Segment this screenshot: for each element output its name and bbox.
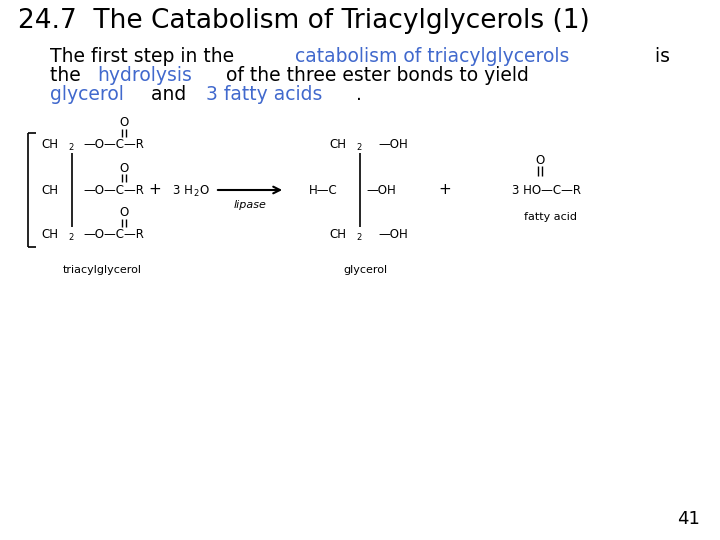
Text: the: the [50, 66, 86, 85]
Text: is: is [649, 47, 670, 66]
Text: —O—C—R: —O—C—R [84, 184, 145, 197]
Text: +: + [438, 183, 451, 198]
Text: O: O [120, 117, 129, 130]
Text: glycerol: glycerol [343, 265, 387, 275]
Text: —OH: —OH [378, 138, 408, 152]
Text: hydrolysis: hydrolysis [97, 66, 192, 85]
Text: 2: 2 [68, 233, 73, 242]
Text: catabolism of triacylglycerols: catabolism of triacylglycerols [295, 47, 570, 66]
Text: CH: CH [329, 138, 346, 152]
Text: 2: 2 [356, 144, 361, 152]
Text: 24.7  The Catabolism of Triacylglycerols (1): 24.7 The Catabolism of Triacylglycerols … [18, 8, 590, 34]
Text: —O—C—R: —O—C—R [84, 138, 145, 152]
Text: CH: CH [41, 184, 58, 197]
Text: —OH: —OH [378, 228, 408, 241]
Text: —OH: —OH [366, 184, 396, 197]
Text: lipase: lipase [233, 200, 266, 210]
Text: and: and [145, 85, 192, 104]
Text: 41: 41 [677, 510, 700, 528]
Text: 2: 2 [68, 144, 73, 152]
Text: O: O [120, 206, 129, 219]
Text: CH: CH [329, 228, 346, 241]
Text: 3 fatty acids: 3 fatty acids [207, 85, 323, 104]
Text: fatty acid: fatty acid [523, 212, 577, 222]
Text: 3 H: 3 H [173, 184, 193, 197]
Text: —O—C—R: —O—C—R [84, 228, 145, 241]
Text: glycerol: glycerol [50, 85, 124, 104]
Text: +: + [148, 183, 161, 198]
Text: O: O [120, 161, 129, 174]
Text: 2: 2 [356, 233, 361, 242]
Text: O: O [536, 153, 544, 166]
Text: 3 HO—C—R: 3 HO—C—R [512, 184, 581, 197]
Text: The first step in the: The first step in the [50, 47, 240, 66]
Text: O: O [199, 184, 208, 197]
Text: H—C: H—C [310, 184, 338, 197]
Text: of the three ester bonds to yield: of the three ester bonds to yield [220, 66, 528, 85]
Text: CH: CH [41, 138, 58, 152]
Text: triacylglycerol: triacylglycerol [63, 265, 142, 275]
Text: 2: 2 [193, 188, 198, 198]
Text: CH: CH [41, 228, 58, 241]
Text: .: . [356, 85, 362, 104]
